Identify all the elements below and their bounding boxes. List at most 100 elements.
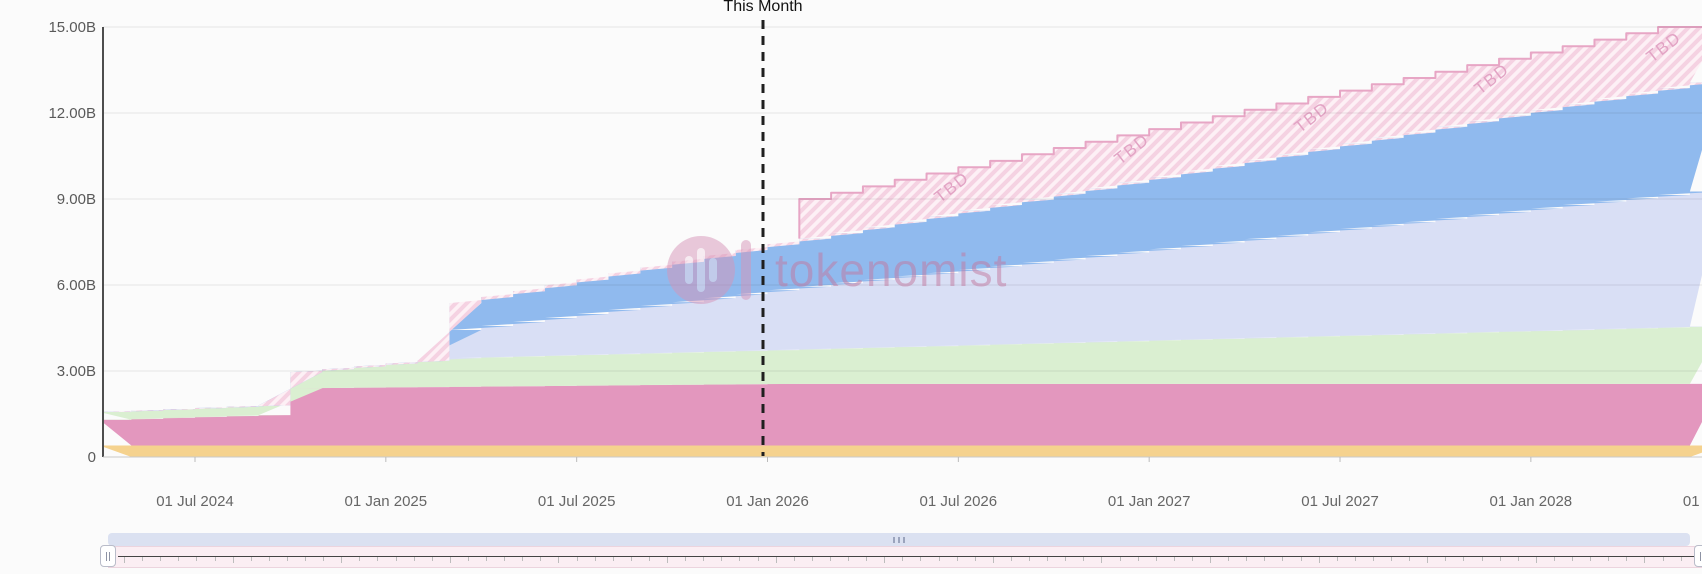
navigator-tick [558, 557, 560, 563]
navigator-tick [1391, 557, 1392, 561]
navigator-tick [1372, 557, 1374, 561]
navigator-tick [1463, 557, 1465, 561]
navigator-tick [685, 557, 687, 561]
navigator-tick [1155, 557, 1157, 561]
navigator-tick [1626, 557, 1628, 561]
navigator-tick [866, 557, 868, 561]
navigator-tick [214, 557, 216, 561]
x-axis-tick-label: 01 Jan 2027 [1107, 493, 1191, 510]
navigator-tick [1010, 557, 1012, 561]
navigator-tick [1137, 557, 1139, 561]
series-area-band-green [103, 326, 1702, 420]
navigator-tick [811, 557, 813, 561]
navigator-tick [1662, 557, 1664, 561]
tbd-top-outline [798, 26, 1702, 239]
navigator-tick [395, 557, 397, 561]
navigator-tick [648, 557, 650, 561]
navigator-tick [848, 557, 849, 561]
y-axis-tick-label: 6.00B [56, 277, 96, 294]
navigator-tick [630, 557, 632, 561]
navigator-tick [1246, 557, 1248, 561]
navigator-tick [1572, 557, 1573, 561]
navigator-tick [739, 557, 741, 561]
navigator-tick [377, 557, 379, 561]
navigator-tick [1264, 557, 1266, 561]
navigator-right-handle[interactable] [1694, 545, 1702, 567]
scrollbar-grip-icon [898, 536, 900, 543]
navigator-tick [1065, 557, 1067, 561]
navigator-tick [576, 557, 578, 561]
navigator-tick [250, 557, 252, 561]
navigator-tick [178, 557, 180, 561]
x-axis-tick-label: 01 Jan 2026 [726, 493, 809, 510]
navigator-tick [974, 557, 976, 561]
navigator-tick [956, 557, 958, 561]
y-axis-tick-label: 15.00B [48, 19, 96, 36]
handle-grip-icon [109, 551, 110, 561]
navigator-tick [1553, 557, 1555, 561]
navigator-tick [305, 557, 306, 561]
navigator-tick [467, 557, 469, 561]
navigator-tick [1119, 557, 1121, 561]
navigator-left-handle[interactable] [100, 545, 116, 567]
navigator-tick [884, 557, 886, 563]
navigator-tick [775, 557, 777, 563]
navigator-scrollbar-thumb[interactable] [108, 533, 1690, 546]
navigator-tick [323, 557, 325, 561]
x-axis-tick-label: 01 Jan 2025 [344, 493, 428, 510]
navigator-track[interactable] [108, 546, 1702, 568]
navigator-tick [721, 557, 723, 561]
navigator-tick [540, 557, 542, 561]
y-axis-tick-label: 0 [87, 449, 96, 466]
navigator-tick [160, 557, 162, 561]
navigator-tick [1590, 557, 1592, 561]
handle-grip-icon [106, 551, 107, 561]
navigator-tick [1517, 557, 1519, 561]
navigator-tick [1228, 557, 1230, 561]
navigator-tick [1427, 557, 1429, 563]
x-axis-tick-label: 01 Jul 2024 [156, 493, 234, 510]
navigator-tick [1300, 557, 1302, 561]
this-month-label: This Month [723, 0, 803, 15]
navigator-tick [504, 557, 506, 561]
navigator-tick [142, 557, 144, 561]
x-axis-tick-label: 01 Jul 2028 [1682, 493, 1702, 510]
navigator-tick [667, 557, 668, 563]
x-axis-tick-label: 01 Jul 2025 [537, 493, 616, 510]
y-axis-tick-label: 9.00B [56, 191, 96, 208]
scrollbar-grip-icon [903, 536, 905, 543]
navigator-tick [920, 557, 922, 561]
navigator-tick [232, 557, 234, 563]
handle-grip-icon [1700, 551, 1701, 561]
navigator-tick [612, 557, 614, 561]
navigator-tick [1409, 557, 1411, 561]
navigator-tick [1191, 557, 1193, 561]
series-area-band-tbd-unallocated [103, 27, 1702, 412]
navigator-tick [1101, 557, 1103, 563]
navigator-tick [359, 557, 361, 561]
y-axis-tick-label: 3.00B [56, 363, 96, 380]
navigator-tick [522, 557, 524, 561]
navigator-tick [486, 557, 487, 561]
navigator-tick [1680, 557, 1682, 561]
navigator-tick [1029, 557, 1030, 561]
navigator-tick [829, 557, 831, 561]
navigator-tick [1282, 557, 1284, 561]
navigator-tick [1445, 557, 1447, 561]
navigator-tick [1481, 557, 1483, 561]
navigator-tick [703, 557, 705, 561]
navigator-tick [1173, 557, 1175, 561]
navigator-tick [449, 557, 451, 563]
navigator-tick [1210, 557, 1211, 563]
navigator-tick [268, 557, 270, 561]
navigator-tick [1499, 557, 1501, 561]
navigator-tick [341, 557, 343, 563]
navigator-tick [793, 557, 795, 561]
x-axis-tick-label: 01 Jul 2027 [1301, 493, 1379, 510]
navigator-tick [431, 557, 433, 561]
navigator-tick [1644, 557, 1646, 563]
series-area-band-orange [103, 445, 1702, 457]
navigator-tick [1318, 557, 1320, 563]
navigator-tick [1608, 557, 1610, 561]
